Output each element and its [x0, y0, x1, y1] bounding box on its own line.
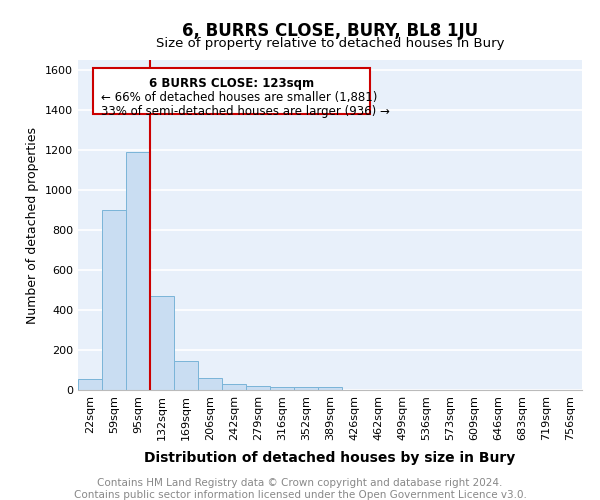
Bar — [126, 152, 150, 390]
Bar — [150, 296, 174, 390]
Text: Contains public sector information licensed under the Open Government Licence v3: Contains public sector information licen… — [74, 490, 526, 500]
Y-axis label: Number of detached properties: Number of detached properties — [26, 126, 40, 324]
Bar — [198, 378, 222, 390]
Bar — [294, 386, 318, 390]
Text: Size of property relative to detached houses in Bury: Size of property relative to detached ho… — [156, 38, 504, 51]
Bar — [78, 379, 102, 390]
Text: 6, BURRS CLOSE, BURY, BL8 1JU: 6, BURRS CLOSE, BURY, BL8 1JU — [182, 22, 478, 40]
Bar — [102, 210, 126, 390]
Bar — [270, 386, 294, 390]
Bar — [174, 360, 198, 390]
Bar — [246, 386, 270, 390]
Text: 6 BURRS CLOSE: 123sqm: 6 BURRS CLOSE: 123sqm — [149, 76, 314, 90]
Bar — [222, 384, 246, 390]
FancyBboxPatch shape — [93, 68, 370, 114]
Bar — [318, 386, 342, 390]
X-axis label: Distribution of detached houses by size in Bury: Distribution of detached houses by size … — [145, 451, 515, 465]
Text: 33% of semi-detached houses are larger (936) →: 33% of semi-detached houses are larger (… — [101, 104, 389, 118]
Text: ← 66% of detached houses are smaller (1,881): ← 66% of detached houses are smaller (1,… — [101, 90, 377, 104]
Text: Contains HM Land Registry data © Crown copyright and database right 2024.: Contains HM Land Registry data © Crown c… — [97, 478, 503, 488]
